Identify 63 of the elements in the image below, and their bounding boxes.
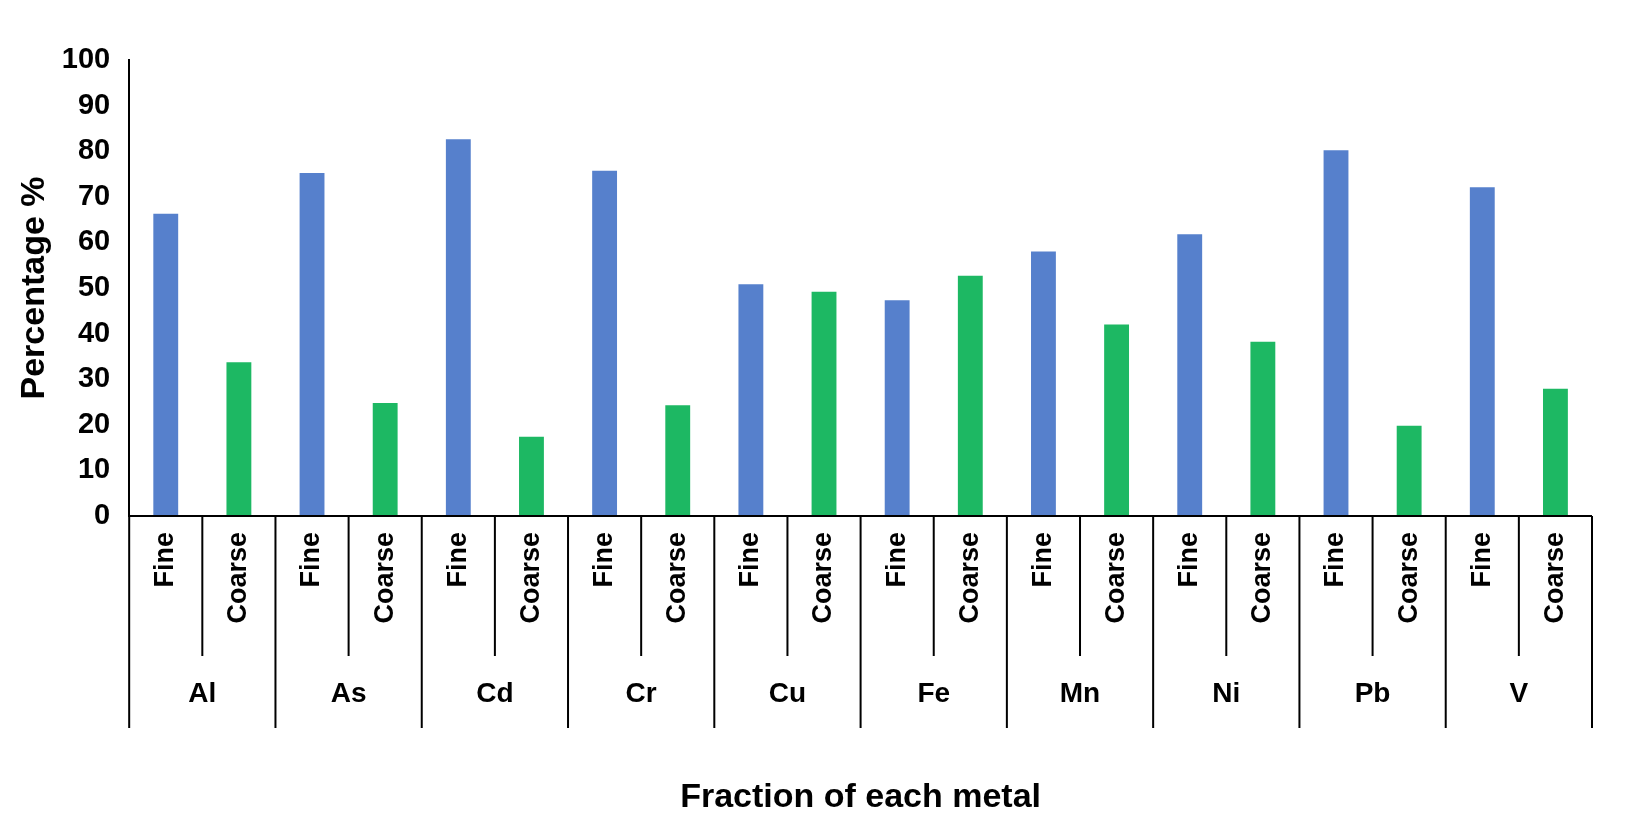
y-tick-label: 80 (77, 133, 111, 166)
x-tick-label: Cu (768, 676, 807, 708)
y-tick-label: 70 (77, 178, 111, 211)
text: Fine (588, 532, 619, 588)
x-tick-label: Mn (1059, 676, 1101, 708)
text: Fine (734, 532, 765, 588)
text: Fine (880, 532, 911, 588)
text: Coarse (1538, 532, 1569, 624)
bar (1250, 341, 1276, 516)
bar (957, 275, 983, 516)
text: Fine (1026, 532, 1057, 588)
text: Coarse (1100, 532, 1131, 624)
bar (1396, 425, 1422, 516)
bar (665, 405, 691, 516)
y-tick-label: 10 (77, 452, 111, 485)
bar (299, 173, 325, 516)
text: Coarse (807, 532, 838, 624)
bar (1031, 251, 1056, 516)
bar (1104, 324, 1130, 516)
bar (592, 170, 618, 516)
bar (1469, 187, 1495, 516)
text: Fine (1173, 532, 1204, 588)
text: Coarse (1246, 532, 1277, 624)
x-tick-label: As (330, 676, 367, 708)
y-tick-label: 0 (94, 498, 111, 530)
x-tick-label: Al (188, 676, 217, 708)
text: Coarse (514, 532, 545, 624)
y-tick-label: 30 (77, 361, 111, 394)
bar (153, 213, 179, 516)
bar (445, 139, 471, 516)
bar (738, 284, 764, 516)
x-tick-label: Ni (1212, 676, 1241, 708)
x-axis-title: Fraction of each metal (680, 776, 1042, 815)
y-tick-label: 20 (77, 406, 111, 439)
text: Fine (1465, 532, 1496, 588)
bar (226, 362, 252, 516)
bar (1323, 150, 1349, 516)
bar (1177, 234, 1203, 516)
bar (519, 436, 544, 516)
text: Coarse (953, 532, 984, 624)
text: Coarse (368, 532, 399, 624)
bar (811, 291, 837, 516)
text: Fine (1319, 532, 1350, 588)
text: Fine (149, 532, 180, 588)
bar (1543, 388, 1568, 516)
x-tick-label: Cr (625, 676, 657, 708)
y-tick-label: 60 (77, 224, 111, 257)
x-tick-label: Pb (1354, 676, 1391, 708)
y-axis-title: Percentage % (12, 176, 51, 400)
text: Fine (441, 532, 472, 588)
x-tick-label: V (1509, 676, 1529, 708)
bar (372, 402, 398, 516)
text: Coarse (222, 532, 253, 624)
y-tick-label: 100 (61, 42, 111, 74)
text: Coarse (661, 532, 692, 624)
y-tick-label: 40 (77, 315, 111, 348)
y-tick-label: 50 (77, 270, 111, 302)
text: Coarse (1392, 532, 1423, 624)
x-tick-label: Cd (476, 676, 514, 708)
bar (884, 300, 910, 516)
text: Fine (295, 532, 326, 588)
x-tick-label: Fe (917, 676, 951, 708)
y-tick-label: 90 (77, 87, 111, 120)
